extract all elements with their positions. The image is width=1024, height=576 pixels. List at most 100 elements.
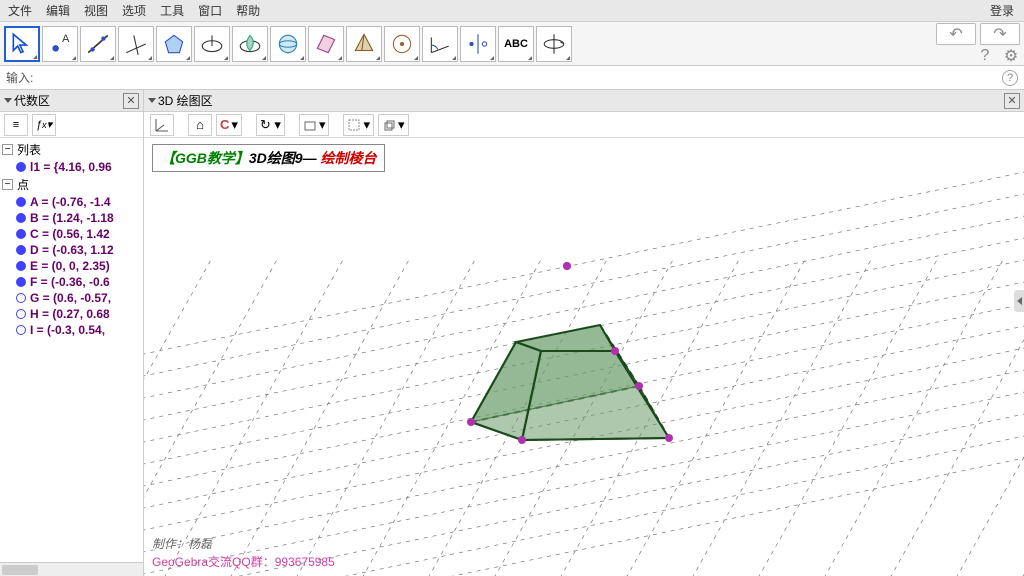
graphics-close-icon[interactable]: ✕ (1004, 93, 1020, 109)
input-label: 输入: (6, 69, 33, 86)
settings-gear-icon[interactable]: ⚙ (1002, 47, 1020, 65)
qq-label: GeoGebra交流QQ群：993675985 (152, 553, 335, 570)
tree-item-label: D = (-0.63, 1.12 (30, 243, 114, 257)
tree-item-label: C = (0.56, 1.42 (30, 227, 110, 241)
algebra-close-icon[interactable]: ✕ (123, 93, 139, 109)
tool-point[interactable]: A (42, 26, 78, 62)
gt-cube-btn[interactable]: ▾ (378, 114, 409, 136)
tool-line[interactable] (80, 26, 116, 62)
tool-text[interactable]: ABC (498, 26, 534, 62)
undo-button[interactable]: ↶ (936, 23, 976, 45)
tool-move[interactable] (4, 26, 40, 62)
graphics-mini-toolbar: ⌂ C ▾ ↻ ▾ ▾ ▾ ▾ (144, 112, 1024, 138)
tree-item[interactable]: B = (1.24, -1.18 (2, 210, 141, 226)
main-toolbar: A ABC ↶ ↷ ? ⚙ (0, 22, 1024, 66)
visibility-bullet-icon[interactable] (16, 245, 26, 255)
toolbar-tools: A ABC (4, 26, 572, 62)
tree-item-label: l1 = {4.16, 0.96 (30, 160, 112, 174)
menubar-left: 文件 编辑 视图 选项 工具 窗口 帮助 (4, 0, 264, 21)
algebra-header: 代数区 ✕ (0, 90, 143, 112)
algebra-panel: 代数区 ✕ ≡ ƒx ▾ −列表l1 = {4.16, 0.96−点A = (-… (0, 90, 144, 576)
tree-item[interactable]: l1 = {4.16, 0.96 (2, 159, 141, 175)
collapse-icon[interactable]: − (2, 179, 13, 190)
menu-window[interactable]: 窗口 (194, 0, 226, 21)
redo-button[interactable]: ↷ (980, 23, 1020, 45)
visibility-bullet-icon[interactable] (16, 277, 26, 287)
tool-polygon[interactable] (156, 26, 192, 62)
tool-perpendicular[interactable] (118, 26, 154, 62)
algebra-fx-btn[interactable]: ƒx ▾ (32, 114, 56, 136)
side-expand-tab[interactable] (1014, 290, 1024, 312)
gt-clip-btn[interactable]: ▾ (299, 114, 330, 136)
visibility-bullet-icon[interactable] (16, 293, 26, 303)
tool-circle[interactable] (194, 26, 230, 62)
tree-item[interactable]: A = (-0.76, -1.4 (2, 194, 141, 210)
tree-item-label: B = (1.24, -1.18 (30, 211, 114, 225)
toolbar-right: ↶ ↷ ? ⚙ (936, 23, 1020, 65)
content-area: 代数区 ✕ ≡ ƒx ▾ −列表l1 = {4.16, 0.96−点A = (-… (0, 90, 1024, 576)
gt-proj-btn[interactable]: ▾ (343, 114, 374, 136)
tool-reflect[interactable] (460, 26, 496, 62)
input-help-icon[interactable]: ? (1002, 70, 1018, 86)
tree-item[interactable]: G = (0.6, -0.57, (2, 290, 141, 306)
gt-home-btn[interactable]: ⌂ (188, 114, 212, 136)
visibility-bullet-icon[interactable] (16, 261, 26, 271)
tree-item[interactable]: F = (-0.36, -0.6 (2, 274, 141, 290)
group-label: 点 (17, 176, 29, 193)
gt-capture-btn[interactable]: C ▾ (216, 114, 242, 136)
visibility-bullet-icon[interactable] (16, 197, 26, 207)
tree-item[interactable]: D = (-0.63, 1.12 (2, 242, 141, 258)
tree-item[interactable]: C = (0.56, 1.42 (2, 226, 141, 242)
tool-intersect-curve[interactable] (232, 26, 268, 62)
tree-group[interactable]: −点 (2, 175, 141, 194)
tree-item-label: E = (0, 0, 2.35) (30, 259, 110, 273)
graphics-header: 3D 绘图区 ✕ (144, 90, 1024, 112)
tree-item-label: H = (0.27, 0.68 (30, 307, 110, 321)
help-toolbar-icon[interactable]: ? (976, 47, 994, 65)
svg-text:A: A (62, 32, 70, 44)
tool-net[interactable] (384, 26, 420, 62)
tool-pyramid[interactable] (346, 26, 382, 62)
tool-sphere[interactable] (270, 26, 306, 62)
tool-rotate-view[interactable] (536, 26, 572, 62)
scene-svg (144, 138, 1024, 576)
tree-item[interactable]: E = (0, 0, 2.35) (2, 258, 141, 274)
visibility-bullet-icon[interactable] (16, 325, 26, 335)
algebra-collapse-icon[interactable] (4, 98, 12, 103)
input-bar: 输入: ? (0, 66, 1024, 90)
tool-plane[interactable] (308, 26, 344, 62)
menu-tools[interactable]: 工具 (156, 0, 188, 21)
gt-axes-btn[interactable] (150, 114, 174, 136)
algebra-title: 代数区 (14, 92, 50, 109)
tree-item-label: A = (-0.76, -1.4 (30, 195, 111, 209)
login-button[interactable]: 登录 (984, 0, 1020, 21)
collapse-icon[interactable]: − (2, 144, 13, 155)
visibility-bullet-icon[interactable] (16, 229, 26, 239)
author-label: 制作：杨磊 (152, 535, 212, 552)
gt-rotate-btn[interactable]: ↻ ▾ (256, 114, 285, 136)
command-input[interactable] (37, 71, 1002, 85)
menubar: 文件 编辑 视图 选项 工具 窗口 帮助 登录 (0, 0, 1024, 22)
visibility-bullet-icon[interactable] (16, 162, 26, 172)
menu-view[interactable]: 视图 (80, 0, 112, 21)
tree-item[interactable]: I = (-0.3, 0.54, (2, 322, 141, 338)
algebra-tree: −列表l1 = {4.16, 0.96−点A = (-0.76, -1.4B =… (0, 138, 143, 562)
graphics-canvas[interactable]: 【GGB教学】3D绘图9— 绘制棱台 制作：杨磊 GeoGebra交流QQ群：9… (144, 138, 1024, 576)
menu-help[interactable]: 帮助 (232, 0, 264, 21)
algebra-mini-toolbar: ≡ ƒx ▾ (0, 112, 143, 138)
algebra-sort-btn[interactable]: ≡ (4, 114, 28, 136)
graphics-title: 3D 绘图区 (158, 92, 213, 109)
tree-group[interactable]: −列表 (2, 140, 141, 159)
tree-item[interactable]: H = (0.27, 0.68 (2, 306, 141, 322)
graphics-collapse-icon[interactable] (148, 98, 156, 103)
visibility-bullet-icon[interactable] (16, 309, 26, 319)
menu-options[interactable]: 选项 (118, 0, 150, 21)
menu-file[interactable]: 文件 (4, 0, 36, 21)
graphics-panel: 3D 绘图区 ✕ ⌂ C ▾ ↻ ▾ ▾ ▾ ▾ 【GGB教学】3D绘图9— 绘… (144, 90, 1024, 576)
group-label: 列表 (17, 141, 41, 158)
tool-angle[interactable] (422, 26, 458, 62)
tree-item-label: F = (-0.36, -0.6 (30, 275, 110, 289)
visibility-bullet-icon[interactable] (16, 213, 26, 223)
menu-edit[interactable]: 编辑 (42, 0, 74, 21)
algebra-scrollbar[interactable] (0, 562, 143, 576)
